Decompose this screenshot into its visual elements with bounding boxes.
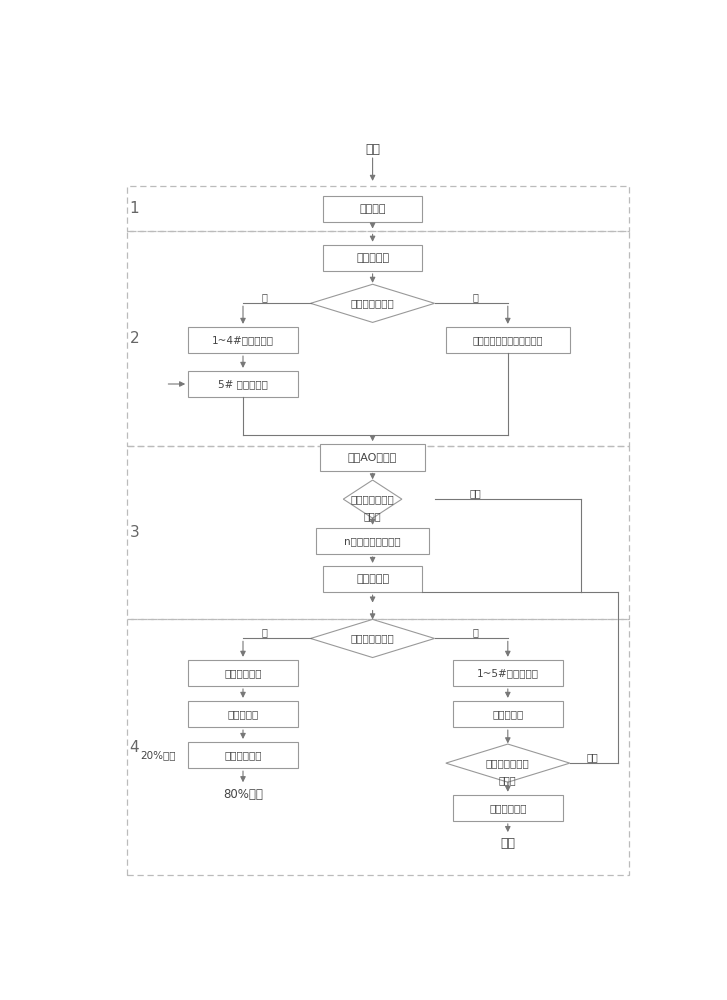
FancyBboxPatch shape <box>188 742 298 768</box>
Bar <box>127 446 629 619</box>
Text: 1: 1 <box>129 201 139 216</box>
Text: 是: 是 <box>262 292 268 302</box>
Text: 排放: 排放 <box>500 837 515 850</box>
FancyBboxPatch shape <box>453 795 563 821</box>
Text: 监测出水总氮值: 监测出水总氮值 <box>350 494 395 504</box>
Text: 监测出水色度值: 监测出水色度值 <box>486 758 530 768</box>
Bar <box>127 231 629 446</box>
Text: 是否有回用要求: 是否有回用要求 <box>350 298 395 308</box>
Text: 否: 否 <box>473 292 478 302</box>
FancyBboxPatch shape <box>188 660 298 686</box>
Text: 2: 2 <box>129 331 139 346</box>
FancyBboxPatch shape <box>324 196 422 222</box>
FancyBboxPatch shape <box>324 566 422 592</box>
Text: 是否有回用要求: 是否有回用要求 <box>350 633 395 643</box>
Text: 不达标: 不达标 <box>499 775 517 785</box>
Bar <box>127 186 629 231</box>
Text: 1~4#苎顿反应器: 1~4#苎顿反应器 <box>212 335 274 345</box>
Text: 1~5#苎顿反应器: 1~5#苎顿反应器 <box>477 668 539 678</box>
Bar <box>127 619 629 875</box>
Text: 多级AO反应池: 多级AO反应池 <box>348 452 397 462</box>
Text: 反渗透反应器: 反渗透反应器 <box>224 750 262 760</box>
Text: n阶生物转盘反应器: n阶生物转盘反应器 <box>345 536 401 546</box>
FancyBboxPatch shape <box>321 444 425 471</box>
FancyBboxPatch shape <box>446 327 570 353</box>
FancyBboxPatch shape <box>453 701 563 727</box>
Text: 开始: 开始 <box>365 143 380 156</box>
FancyBboxPatch shape <box>188 371 298 397</box>
Text: 80%回用: 80%回用 <box>223 788 263 801</box>
Text: 二次沉淀池: 二次沉淀池 <box>356 574 389 584</box>
Text: 4: 4 <box>129 740 139 754</box>
Text: 达标: 达标 <box>469 488 481 498</box>
Text: 3: 3 <box>129 525 139 540</box>
Polygon shape <box>310 619 435 658</box>
Text: 厌氧悬浮填料流化床反应器: 厌氧悬浮填料流化床反应器 <box>473 335 543 345</box>
Text: 否: 否 <box>473 628 478 638</box>
Text: 达标: 达标 <box>587 752 598 762</box>
Polygon shape <box>310 284 435 322</box>
Text: 20%浓水: 20%浓水 <box>141 750 176 760</box>
FancyBboxPatch shape <box>188 701 298 727</box>
FancyBboxPatch shape <box>316 528 429 554</box>
Text: 中和调节池: 中和调节池 <box>356 253 389 263</box>
Text: 高密度沉淀池: 高密度沉淀池 <box>224 668 262 678</box>
FancyBboxPatch shape <box>453 660 563 686</box>
Text: 5# 苎顿反应器: 5# 苎顿反应器 <box>218 379 268 389</box>
Polygon shape <box>446 744 570 782</box>
FancyBboxPatch shape <box>188 327 298 353</box>
Text: 是: 是 <box>262 628 268 638</box>
Text: 不达标: 不达标 <box>364 511 382 521</box>
FancyBboxPatch shape <box>324 245 422 271</box>
Text: 活性炭吸附罐: 活性炭吸附罐 <box>489 803 526 813</box>
Text: 精细格栅: 精细格栅 <box>359 204 386 214</box>
Text: 超滤反应器: 超滤反应器 <box>228 709 259 719</box>
Polygon shape <box>343 480 402 518</box>
Text: 石英砂滤罐: 石英砂滤罐 <box>492 709 523 719</box>
